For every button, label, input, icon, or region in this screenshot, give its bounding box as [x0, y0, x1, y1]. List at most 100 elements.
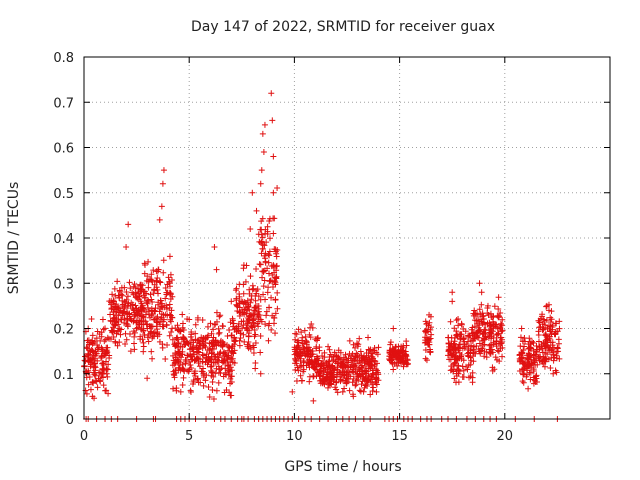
data-point [483, 354, 490, 361]
data-point [147, 314, 154, 321]
data-point [156, 338, 163, 345]
data-point [423, 357, 430, 364]
data-point [131, 312, 138, 319]
data-point [339, 388, 346, 395]
data-point [205, 384, 212, 391]
data-point [196, 337, 203, 344]
data-point [356, 335, 363, 342]
data-point [373, 369, 380, 376]
data-point [230, 323, 237, 330]
data-point [366, 356, 373, 363]
data-point [271, 315, 278, 322]
data-point [233, 285, 240, 292]
data-point [551, 330, 558, 337]
data-point [519, 359, 526, 366]
data-point [144, 375, 151, 382]
data-point [145, 258, 152, 265]
data-point [119, 310, 126, 317]
data-point [260, 149, 267, 156]
data-point [221, 349, 228, 356]
data-point [497, 309, 504, 316]
data-point [313, 337, 320, 344]
data-point [180, 374, 187, 381]
data-point [229, 315, 236, 322]
data-point [447, 349, 454, 356]
data-point [94, 384, 101, 391]
data-point [483, 348, 490, 355]
data-point [475, 334, 482, 341]
data-point [309, 351, 316, 358]
data-point [294, 364, 301, 371]
data-point [272, 246, 279, 253]
data-point [544, 337, 551, 344]
data-point [543, 317, 550, 324]
data-point [134, 310, 141, 317]
data-point [298, 337, 305, 344]
data-point [266, 217, 273, 224]
data-point [542, 331, 549, 338]
data-point [236, 281, 243, 288]
data-point [157, 321, 164, 328]
data-point [334, 389, 341, 396]
data-point [295, 326, 302, 333]
data-point [454, 357, 461, 364]
data-point [204, 323, 211, 330]
data-point [147, 291, 154, 298]
data-point [109, 328, 116, 335]
data-point [477, 350, 484, 357]
data-point [166, 290, 173, 297]
data-point [144, 304, 151, 311]
data-point [543, 302, 550, 309]
data-point [258, 250, 265, 257]
data-point [215, 357, 222, 364]
data-point [448, 340, 455, 347]
data-point [208, 369, 215, 376]
data-point [259, 215, 266, 222]
data-point [134, 324, 141, 331]
data-point [150, 267, 157, 274]
data-point [373, 379, 380, 386]
data-point [212, 321, 219, 328]
data-point [311, 365, 318, 372]
data-point [553, 352, 560, 359]
data-point [552, 330, 559, 337]
data-point [199, 358, 206, 365]
data-point [99, 316, 106, 323]
data-point [269, 278, 276, 285]
data-point [130, 328, 137, 335]
data-point [151, 316, 158, 323]
data-point [193, 342, 200, 349]
data-point [525, 385, 532, 392]
data-point [100, 359, 107, 366]
data-point [392, 344, 399, 351]
data-point [297, 372, 304, 379]
data-point [264, 265, 271, 272]
data-point [478, 289, 485, 296]
data-point [94, 342, 101, 349]
data-point [521, 363, 528, 370]
data-point [386, 349, 393, 356]
x-axis-title: GPS time / hours [284, 459, 401, 475]
data-point [177, 388, 184, 395]
data-point [273, 262, 280, 269]
data-point [319, 377, 326, 384]
data-point [173, 335, 180, 342]
data-point [130, 306, 137, 313]
data-point [490, 313, 497, 320]
data-point [107, 311, 114, 318]
data-point [110, 315, 117, 322]
data-point [227, 364, 234, 371]
data-point [108, 327, 115, 334]
data-point [230, 350, 237, 356]
data-point [207, 320, 214, 327]
data-point [245, 338, 252, 345]
data-point [393, 351, 400, 358]
data-point [122, 341, 129, 348]
data-point [217, 370, 224, 377]
data-point [169, 336, 176, 343]
data-point [263, 308, 270, 315]
data-point [469, 324, 476, 331]
data-point [227, 319, 234, 326]
data-point [548, 316, 555, 323]
data-point [98, 354, 105, 361]
